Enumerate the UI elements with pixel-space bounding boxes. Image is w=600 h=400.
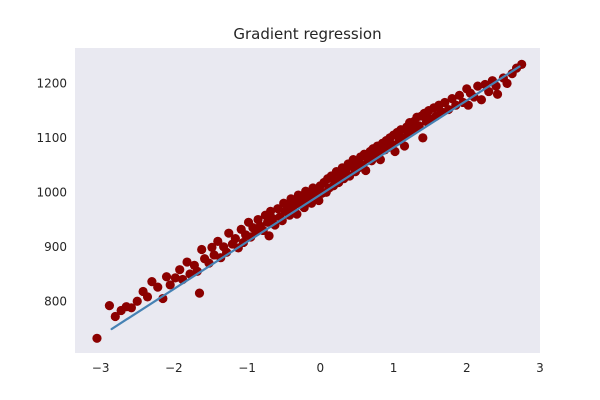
fit-line bbox=[110, 65, 521, 331]
x-tick-label: 0 bbox=[316, 361, 324, 375]
y-tick-label: 1200 bbox=[36, 76, 67, 90]
data-point-14 bbox=[170, 273, 180, 283]
data-point-138 bbox=[436, 107, 446, 117]
data-point-8 bbox=[142, 292, 153, 302]
data-point-150 bbox=[476, 95, 487, 105]
data-point-130 bbox=[418, 133, 428, 143]
data-point-13 bbox=[165, 280, 175, 290]
data-point-17 bbox=[182, 257, 192, 267]
data-point-120 bbox=[399, 141, 410, 151]
data-point-27 bbox=[213, 236, 223, 246]
data-point-33 bbox=[230, 234, 240, 244]
data-point-149 bbox=[473, 81, 483, 91]
data-point-5 bbox=[126, 303, 136, 313]
x-tick-label: −3 bbox=[92, 361, 110, 375]
y-tick-label: 1100 bbox=[36, 131, 67, 145]
x-axis-ticks: −3 −2 −1 0 1 2 3 bbox=[92, 361, 544, 375]
data-point-1 bbox=[104, 301, 115, 311]
data-point-48 bbox=[265, 206, 276, 216]
data-point-152 bbox=[484, 86, 494, 97]
regression-line bbox=[110, 65, 521, 331]
y-tick-label: 900 bbox=[44, 240, 67, 254]
data-point-142 bbox=[451, 100, 461, 110]
data-point-157 bbox=[502, 78, 512, 88]
data-point-139 bbox=[440, 97, 450, 108]
x-tick-label: 3 bbox=[536, 361, 544, 375]
data-point-25 bbox=[207, 242, 217, 252]
data-point-21 bbox=[194, 288, 205, 298]
data-point-22 bbox=[197, 244, 207, 255]
data-point-2 bbox=[110, 311, 120, 322]
y-axis-ticks: 800 900 1000 1100 1200 bbox=[36, 76, 67, 308]
data-point-128 bbox=[414, 121, 424, 131]
y-tick-label: 1000 bbox=[36, 185, 67, 199]
data-point-31 bbox=[224, 228, 234, 238]
data-point-155 bbox=[492, 89, 503, 99]
data-point-15 bbox=[175, 265, 185, 275]
data-point-143 bbox=[454, 90, 465, 100]
data-point-9 bbox=[147, 277, 157, 287]
x-tick-label: −2 bbox=[165, 361, 183, 375]
data-point-0 bbox=[92, 333, 102, 343]
data-point-146 bbox=[463, 100, 473, 110]
x-tick-label: 1 bbox=[390, 361, 398, 375]
chart-title: Gradient regression bbox=[233, 25, 381, 43]
x-tick-label: −1 bbox=[238, 361, 256, 375]
data-point-6 bbox=[132, 296, 142, 306]
data-point-47 bbox=[264, 231, 274, 241]
x-tick-label: 2 bbox=[463, 361, 471, 375]
data-point-10 bbox=[153, 282, 163, 292]
data-point-51 bbox=[273, 204, 283, 214]
y-tick-label: 800 bbox=[44, 294, 67, 308]
data-point-12 bbox=[161, 272, 172, 282]
